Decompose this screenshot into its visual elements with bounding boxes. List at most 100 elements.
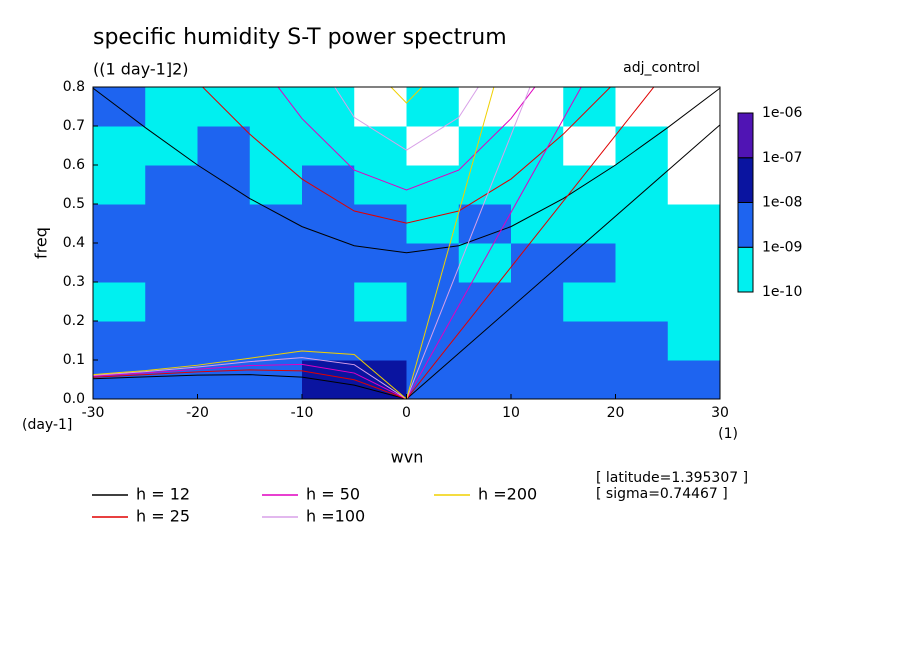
contour-cell	[354, 87, 407, 127]
contour-cell	[249, 165, 303, 205]
run-label: adj_control	[623, 60, 700, 76]
contour-cell	[511, 87, 564, 127]
dispersion-curve	[406, 87, 495, 399]
y-tick-label: 0.7	[63, 118, 85, 134]
contour-cell	[354, 165, 407, 205]
contour-cell	[406, 165, 460, 205]
contour-cell	[93, 204, 146, 244]
dispersion-curves	[93, 87, 720, 399]
annotation: [ sigma=0.74467 ]	[596, 486, 728, 502]
legend-label: h = 25	[136, 507, 190, 526]
legend-label: h =100	[306, 507, 365, 526]
contour-cell	[563, 282, 616, 322]
colorbar-label: 1e-09	[762, 239, 802, 255]
y-tick-label: 0.0	[63, 391, 85, 407]
contour-cell	[458, 282, 512, 322]
contour-cell	[354, 321, 407, 361]
y-tick-label: 0.8	[63, 79, 85, 95]
contour-cell	[563, 87, 616, 127]
contour-cell	[563, 126, 616, 166]
y-tick-label: 0.4	[63, 235, 85, 251]
dispersion-curve	[277, 87, 536, 191]
colorbar-box	[737, 112, 754, 159]
contour-cell	[145, 282, 198, 322]
contour-cell	[93, 282, 146, 322]
y-tick-label: 0.1	[63, 352, 85, 368]
contour-cell	[145, 321, 198, 361]
contour-cell	[563, 204, 616, 244]
contour-cell	[249, 243, 303, 283]
y-tick-label: 0.5	[63, 196, 85, 212]
contour-cell	[249, 87, 303, 127]
dispersion-curve	[406, 87, 582, 399]
contour-cell	[511, 282, 564, 322]
contour-cell	[302, 321, 355, 361]
contour-cell	[615, 87, 669, 127]
contour-cell	[615, 165, 669, 205]
contour-cell	[302, 126, 355, 166]
contour-cell	[458, 204, 512, 244]
x-tick-label: -10	[291, 405, 314, 421]
x-unit: (1)	[718, 426, 738, 442]
contour-cell	[302, 360, 355, 399]
contour-cell	[197, 87, 251, 127]
contour-cell	[302, 165, 355, 205]
contour-field	[93, 87, 720, 399]
contour-cell	[93, 126, 146, 166]
contour-cell	[563, 165, 616, 205]
contour-cell	[458, 360, 512, 399]
contour-cell	[197, 204, 251, 244]
contour-cell	[511, 321, 564, 361]
colorbar-box	[737, 157, 754, 203]
dispersion-curve	[93, 350, 407, 399]
x-tick-label: 0	[402, 405, 411, 421]
contour-cell	[145, 87, 198, 127]
legend-label: h = 50	[306, 485, 360, 504]
colorbar-label: 1e-10	[762, 284, 802, 300]
contour-cell	[406, 204, 460, 244]
colorbar-label: 1e-06	[762, 105, 802, 121]
contour-cell	[197, 126, 251, 166]
contour-cell	[197, 165, 251, 205]
y-tick-label: 0.2	[63, 313, 85, 329]
colorbar-label: 1e-07	[762, 150, 802, 166]
contour-cell	[615, 321, 669, 361]
contour-cell	[302, 204, 355, 244]
contour-cell	[406, 126, 460, 166]
contour-cell	[563, 360, 616, 399]
contour-cell	[302, 87, 355, 127]
contour-cell	[667, 321, 720, 361]
contour-cell	[249, 204, 303, 244]
contour-cell	[249, 126, 303, 166]
legend-label: h =200	[478, 485, 537, 504]
x-tick-label: 20	[607, 405, 625, 421]
dispersion-curve	[406, 87, 655, 399]
dispersion-curve	[334, 87, 479, 151]
y-axis-label: freq	[32, 227, 51, 259]
contour-cell	[354, 204, 407, 244]
contour-cell	[615, 360, 669, 399]
contour-cell	[615, 204, 669, 244]
contour-cell	[667, 165, 720, 205]
contour-cell	[197, 243, 251, 283]
contour-cell	[667, 87, 720, 127]
dispersion-curve	[406, 87, 531, 399]
contour-cell	[667, 204, 720, 244]
contour-cell	[406, 87, 460, 127]
contour-cell	[458, 126, 512, 166]
x-tick-label: 30	[711, 405, 729, 421]
contour-cell	[354, 126, 407, 166]
colorbar-box	[737, 246, 754, 293]
y-tick-label: 0.3	[63, 274, 85, 290]
contour-cell	[93, 360, 146, 399]
contour-cell	[563, 243, 616, 283]
x-tick-label: -20	[186, 405, 209, 421]
contour-cell	[93, 87, 146, 127]
x-tick-label: -30	[82, 405, 105, 421]
contour-cell	[406, 321, 460, 361]
contour-cell	[563, 321, 616, 361]
contour-cell	[93, 243, 146, 283]
contour-cell	[354, 282, 407, 322]
contour-cell	[511, 360, 564, 399]
